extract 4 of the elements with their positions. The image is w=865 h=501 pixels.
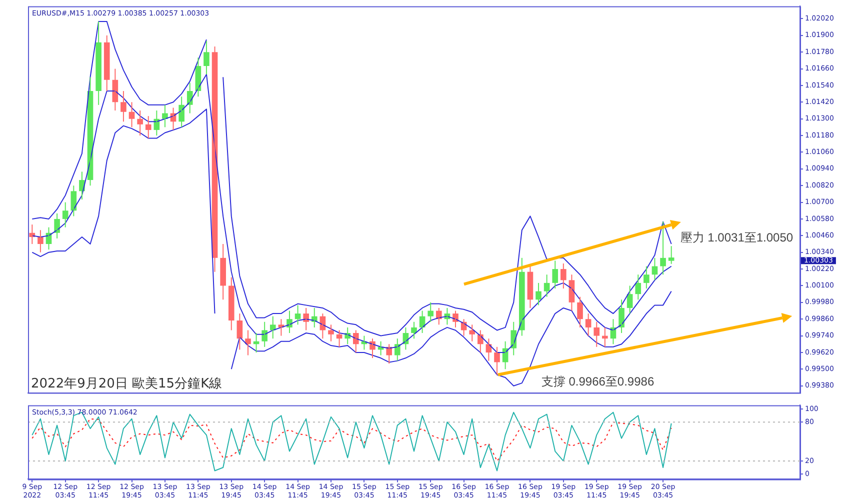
annotation: 壓力 1.0031至1.0050: [680, 230, 794, 244]
annotation: 支撐 0.9966至0.9986: [541, 374, 654, 388]
line-series: [32, 418, 672, 462]
annotation: 2022年9月20日 歐美15分鐘K線: [31, 376, 222, 392]
